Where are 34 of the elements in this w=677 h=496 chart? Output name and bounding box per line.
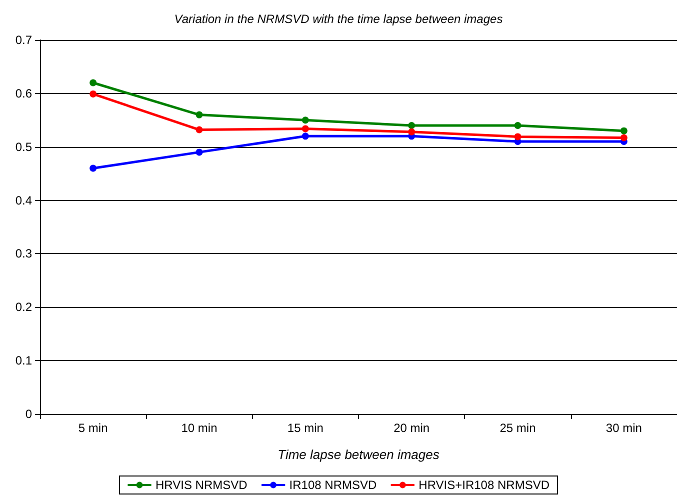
chart-title: Variation in the NRMSVD with the time lapse between images — [174, 12, 503, 26]
y-tick-label: 0.2 — [15, 300, 32, 314]
x-tick-label: 10 min — [181, 421, 218, 435]
x-tick-label: 15 min — [287, 421, 324, 435]
x-tick-label: 25 min — [500, 421, 536, 435]
y-tick-label: 0.5 — [15, 140, 32, 154]
point — [302, 125, 309, 132]
point — [196, 126, 203, 134]
x-axis-title: Time lapse between images — [278, 447, 440, 462]
point — [514, 133, 522, 140]
point — [620, 134, 628, 142]
point — [90, 90, 97, 98]
legend-label: HRVIS+IR108 NRMSVD — [418, 478, 550, 492]
legend-label: IR108 NRMSVD — [289, 478, 377, 492]
y-tick-label: 0.7 — [15, 33, 32, 47]
point — [620, 127, 628, 134]
y-tick-label: 0.6 — [15, 86, 32, 100]
point — [514, 122, 522, 129]
y-tick-label: 0.1 — [15, 354, 32, 368]
x-tick-label: 5 min — [78, 421, 108, 435]
legend-label: HRVIS NRMSVD — [156, 478, 248, 492]
point — [408, 122, 416, 129]
point — [196, 148, 203, 156]
x-tick-label: 20 min — [394, 421, 430, 435]
point — [90, 79, 97, 86]
point — [302, 132, 309, 140]
y-tick-label: 0 — [25, 407, 32, 421]
x-tick-label: 30 min — [606, 421, 642, 435]
y-tick-label: 0.3 — [15, 246, 32, 261]
point — [196, 111, 203, 118]
point — [408, 128, 416, 136]
point — [90, 164, 97, 172]
y-tick-label: 0.4 — [15, 193, 32, 208]
point — [302, 116, 309, 124]
